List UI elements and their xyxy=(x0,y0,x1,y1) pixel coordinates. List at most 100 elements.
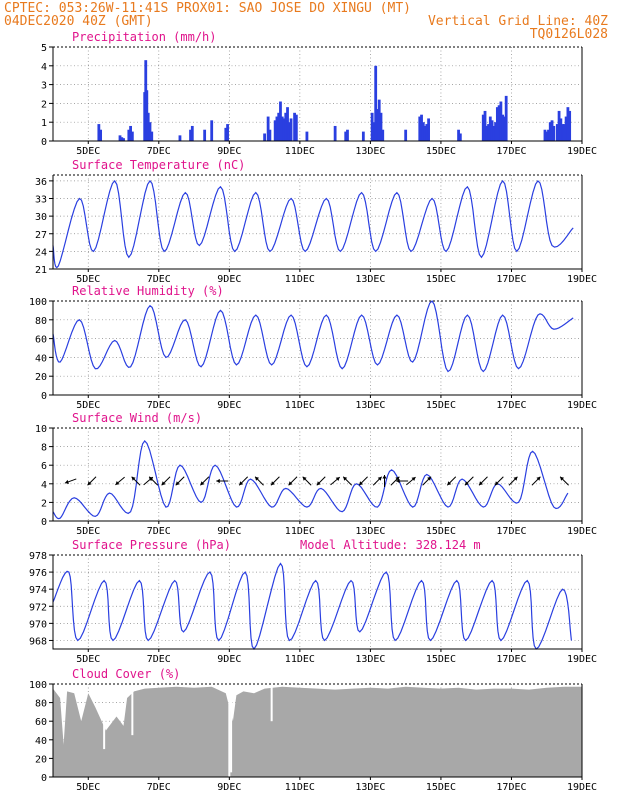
precip-bar xyxy=(420,114,423,141)
ytick-label-wind: 6 xyxy=(41,461,47,472)
precip-bar xyxy=(377,99,381,141)
ytick-label-press: 970 xyxy=(29,619,47,630)
wind-arrow xyxy=(87,476,97,486)
wind-arrow-head xyxy=(396,478,400,484)
precip-bar xyxy=(501,114,505,141)
precip-bar xyxy=(333,125,337,141)
precip-bar xyxy=(268,129,272,141)
wind-arrow-head xyxy=(200,481,205,486)
wind-arrow xyxy=(446,476,457,486)
precip-bar xyxy=(273,120,277,141)
precip-bar xyxy=(97,124,101,141)
wind-arrow-head xyxy=(302,476,307,481)
panel-title-press: Surface Pressure (hPa) xyxy=(72,538,231,552)
precip-bar xyxy=(346,129,349,141)
wind-arrow xyxy=(531,476,541,486)
precip-bar xyxy=(481,114,485,141)
panels: 0 1 2 3 4 5 5DEC 7DEC 9DEC 11DEC 13DEC 15DEC 17DEC 19… xyxy=(29,30,597,793)
wind-arrow xyxy=(422,476,432,486)
precip-bar xyxy=(280,116,284,141)
precip-bar xyxy=(275,116,279,141)
xtick-label-temp: 9DEC xyxy=(217,274,241,285)
panel-precip: 0 1 2 3 4 5 5DEC 7DEC 9DEC 11DEC 13DEC 15DEC 17DEC 19… xyxy=(41,30,597,157)
wind-arrow xyxy=(64,478,77,484)
wind-arrow-head xyxy=(87,481,92,486)
header-line2-right: Vertical Grid Line: 40Z xyxy=(428,14,608,29)
wind-arrow-head xyxy=(288,481,293,486)
wind-arrow-head xyxy=(359,481,364,486)
wind-arrow xyxy=(330,476,341,486)
panel-press: 968 970 972 974 976 978 5DEC 7DEC 9DEC 11DEC 13DEC… xyxy=(29,538,597,665)
precip-bar xyxy=(561,124,565,141)
xtick-label-rh: 15DEC xyxy=(426,400,456,411)
xtick-label-temp: 11DEC xyxy=(285,274,315,285)
precip-bar xyxy=(503,116,506,141)
panel-wind: 0 2 4 6 8 10 5DEC 7DEC 9DEC 11DEC 13DEC 15DEC 17DEC 1… xyxy=(35,411,597,537)
precip-bar xyxy=(483,110,487,141)
panel-title-precip: Precipitation (mm/h) xyxy=(72,30,217,44)
xtick-label-cloud: 15DEC xyxy=(426,782,456,793)
xtick-label-temp: 5DEC xyxy=(76,274,100,285)
ytick-label-rh: 80 xyxy=(35,316,47,327)
wind-arrow-head xyxy=(411,477,416,482)
wind-arrow-head xyxy=(316,481,321,486)
precip-bar xyxy=(372,122,376,141)
wind-arrow xyxy=(342,476,353,486)
ytick-label-press: 972 xyxy=(29,602,47,613)
precip-bar xyxy=(374,65,378,141)
xtick-label-precip: 15DEC xyxy=(426,146,456,157)
frame-temp xyxy=(52,175,583,270)
xtick-label-press: 9DEC xyxy=(217,654,241,665)
xtick-label-rh: 11DEC xyxy=(285,400,315,411)
precip-bar xyxy=(485,125,489,141)
precip-bar xyxy=(120,137,124,141)
wind-arrow-head xyxy=(513,476,518,481)
xtick-label-temp: 13DEC xyxy=(355,274,385,285)
ytick-label-precip: 5 xyxy=(41,43,47,54)
ytick-label-precip: 0 xyxy=(41,137,47,148)
xtick-label-rh: 17DEC xyxy=(496,400,526,411)
ytick-label-temp: 21 xyxy=(35,265,47,276)
xtick-label-press: 19DEC xyxy=(567,654,597,665)
wind-arrow-head xyxy=(64,479,70,484)
precip-bar xyxy=(504,95,508,141)
xtick-label-wind: 17DEC xyxy=(496,526,526,537)
wind-arrow-head xyxy=(377,476,382,481)
wind-arrow-head xyxy=(161,481,166,486)
ytick-label-precip: 4 xyxy=(41,62,47,73)
xtick-label-wind: 7DEC xyxy=(147,526,171,537)
xtick-label-precip: 7DEC xyxy=(147,146,171,157)
precip-bar xyxy=(305,131,309,141)
precip-bar xyxy=(294,114,298,141)
ytick-label-cloud: 100 xyxy=(29,680,47,691)
model-altitude-label: Model Altitude: 328.124 m xyxy=(300,538,481,552)
wind-arrow-head xyxy=(427,476,432,481)
precip-bar xyxy=(189,129,192,141)
precip-bar xyxy=(550,120,554,141)
precip-bar xyxy=(361,131,365,141)
xtick-label-cloud: 19DEC xyxy=(567,782,597,793)
wind-arrow-head xyxy=(255,476,260,481)
wind-arrow xyxy=(382,475,387,488)
xtick-label-precip: 19DEC xyxy=(567,146,597,157)
precip-bar xyxy=(282,118,286,141)
wind-arrow xyxy=(238,476,249,486)
wind-arrow xyxy=(175,476,185,486)
precip-bar xyxy=(150,131,154,141)
precip-bar xyxy=(547,129,550,141)
wind-arrow-head xyxy=(270,481,275,486)
wind-arrow-head xyxy=(536,476,541,481)
xtick-label-cloud: 5DEC xyxy=(76,782,100,793)
wind-arrow xyxy=(372,476,383,486)
precip-bar xyxy=(562,124,566,141)
precip-bar xyxy=(427,118,430,141)
xtick-label-press: 15DEC xyxy=(426,654,456,665)
rh-line xyxy=(52,300,574,373)
wind-arrow-head xyxy=(382,475,387,479)
ytick-label-cloud: 40 xyxy=(35,736,47,747)
ytick-label-precip: 2 xyxy=(41,99,47,110)
xtick-label-wind: 13DEC xyxy=(355,526,385,537)
wind-arrow-head xyxy=(343,476,348,481)
precip-bar xyxy=(543,129,547,141)
